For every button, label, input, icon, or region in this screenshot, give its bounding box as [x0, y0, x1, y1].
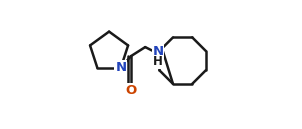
Text: N: N [153, 45, 164, 58]
Text: O: O [125, 84, 137, 97]
Text: H: H [153, 55, 163, 68]
Text: N: N [115, 61, 127, 74]
